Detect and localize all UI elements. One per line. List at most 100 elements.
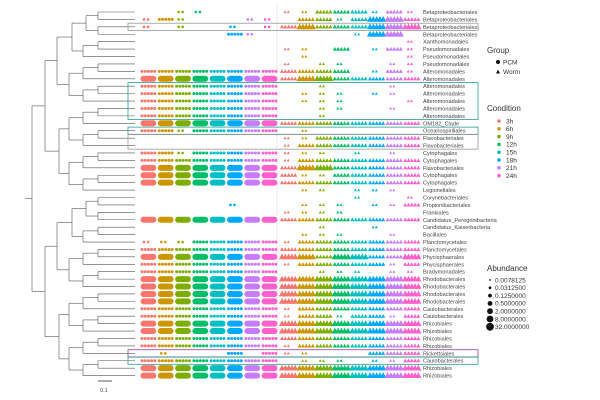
pcm-point: [271, 114, 275, 118]
pcm-point: [157, 307, 161, 311]
pcm-point: [216, 247, 220, 251]
pcm-point: [157, 151, 161, 155]
worm-point: [413, 17, 418, 21]
worm-point: [301, 359, 305, 362]
pcm-point: [140, 216, 157, 223]
pcm-point: [227, 298, 243, 305]
worm-point: [392, 351, 397, 355]
worm-point: [371, 217, 376, 222]
worm-point: [392, 135, 397, 140]
worm-point: [342, 336, 347, 341]
highlight-box: [127, 82, 479, 120]
worm-point: [377, 180, 382, 185]
worm-point: [406, 343, 411, 348]
row-label: Pseudomonadales: [423, 47, 470, 53]
pcm-point: [209, 372, 226, 379]
worm-point: [289, 24, 294, 29]
pcm-point: [233, 129, 237, 133]
worm-point: [293, 217, 298, 222]
worm-point: [315, 135, 320, 140]
worm-point: [350, 165, 355, 170]
pcm-point: [195, 262, 199, 266]
pcm-point: [170, 151, 174, 155]
pcm-point: [202, 99, 205, 103]
worm-point: [300, 262, 305, 266]
worm-point: [304, 233, 308, 236]
worm-point: [388, 180, 393, 185]
worm-point: [389, 92, 393, 95]
pcm-point: [247, 158, 251, 162]
worm-point: [350, 135, 355, 140]
worm-point: [350, 239, 355, 244]
worm-point: [292, 290, 299, 297]
row-label: Rhodobacterales: [423, 285, 465, 291]
worm-point: [304, 343, 309, 348]
worm-point: [286, 344, 290, 348]
worm-point: [377, 165, 382, 170]
pcm-point: [257, 114, 261, 118]
worm-point: [293, 247, 298, 251]
pcm-point: [178, 69, 182, 73]
pcm-point: [153, 262, 157, 266]
worm-point: [380, 327, 387, 334]
pcm-point: [271, 240, 275, 244]
worm-point: [392, 239, 397, 244]
worm-point: [381, 143, 386, 148]
pcm-point: [140, 298, 157, 305]
pcm-point: [181, 18, 184, 21]
worm-point: [283, 121, 288, 125]
worm-point: [325, 336, 330, 341]
pcm-point: [230, 351, 234, 355]
worm-point: [304, 92, 308, 95]
pcm-point: [244, 120, 261, 127]
worm-point: [388, 135, 393, 140]
worm-point: [360, 158, 365, 162]
pcm-point: [150, 336, 154, 340]
worm-point: [398, 306, 403, 311]
pcm-point: [264, 247, 268, 251]
pcm-point: [175, 253, 191, 260]
worm-point: [339, 9, 344, 14]
worm-point: [350, 314, 355, 318]
pcm-point: [212, 151, 216, 155]
pcm-point: [157, 179, 174, 186]
worm-point: [363, 314, 368, 318]
pcm-point: [267, 25, 271, 29]
worm-point: [416, 135, 421, 140]
worm-point: [350, 121, 355, 125]
pcm-point: [157, 106, 161, 110]
worm-point: [318, 210, 322, 214]
pcm-point: [236, 69, 240, 73]
pcm-point: [233, 247, 237, 251]
pcm-point: [239, 314, 243, 318]
worm-point: [353, 314, 358, 318]
worm-point: [283, 10, 287, 14]
worm-point: [374, 336, 379, 341]
pcm-point: [175, 372, 191, 379]
worm-point: [336, 46, 341, 51]
pcm-point: [268, 336, 271, 340]
pcm-point: [264, 344, 268, 348]
pcm-point: [250, 84, 254, 88]
pcm-point: [146, 92, 150, 96]
pcm-point: [271, 262, 275, 266]
pcm-point: [264, 92, 268, 96]
pcm-point: [178, 114, 182, 118]
pcm-point: [227, 129, 230, 133]
pcm-point: [153, 151, 157, 155]
pcm-point: [250, 129, 254, 133]
worm-point: [398, 158, 403, 162]
worm-point: [406, 62, 410, 66]
worm-point: [304, 239, 309, 244]
pcm-point: [274, 69, 278, 73]
worm-point: [380, 364, 387, 371]
pcm-point: [150, 129, 154, 133]
pcm-point: [198, 69, 202, 73]
pcm-point: [236, 314, 240, 318]
worm-point: [339, 24, 344, 29]
pcm-point: [192, 164, 209, 171]
worm-point: [389, 233, 393, 236]
worm-point: [392, 165, 397, 170]
pcm-point: [247, 344, 251, 348]
worm-point: [395, 239, 400, 244]
